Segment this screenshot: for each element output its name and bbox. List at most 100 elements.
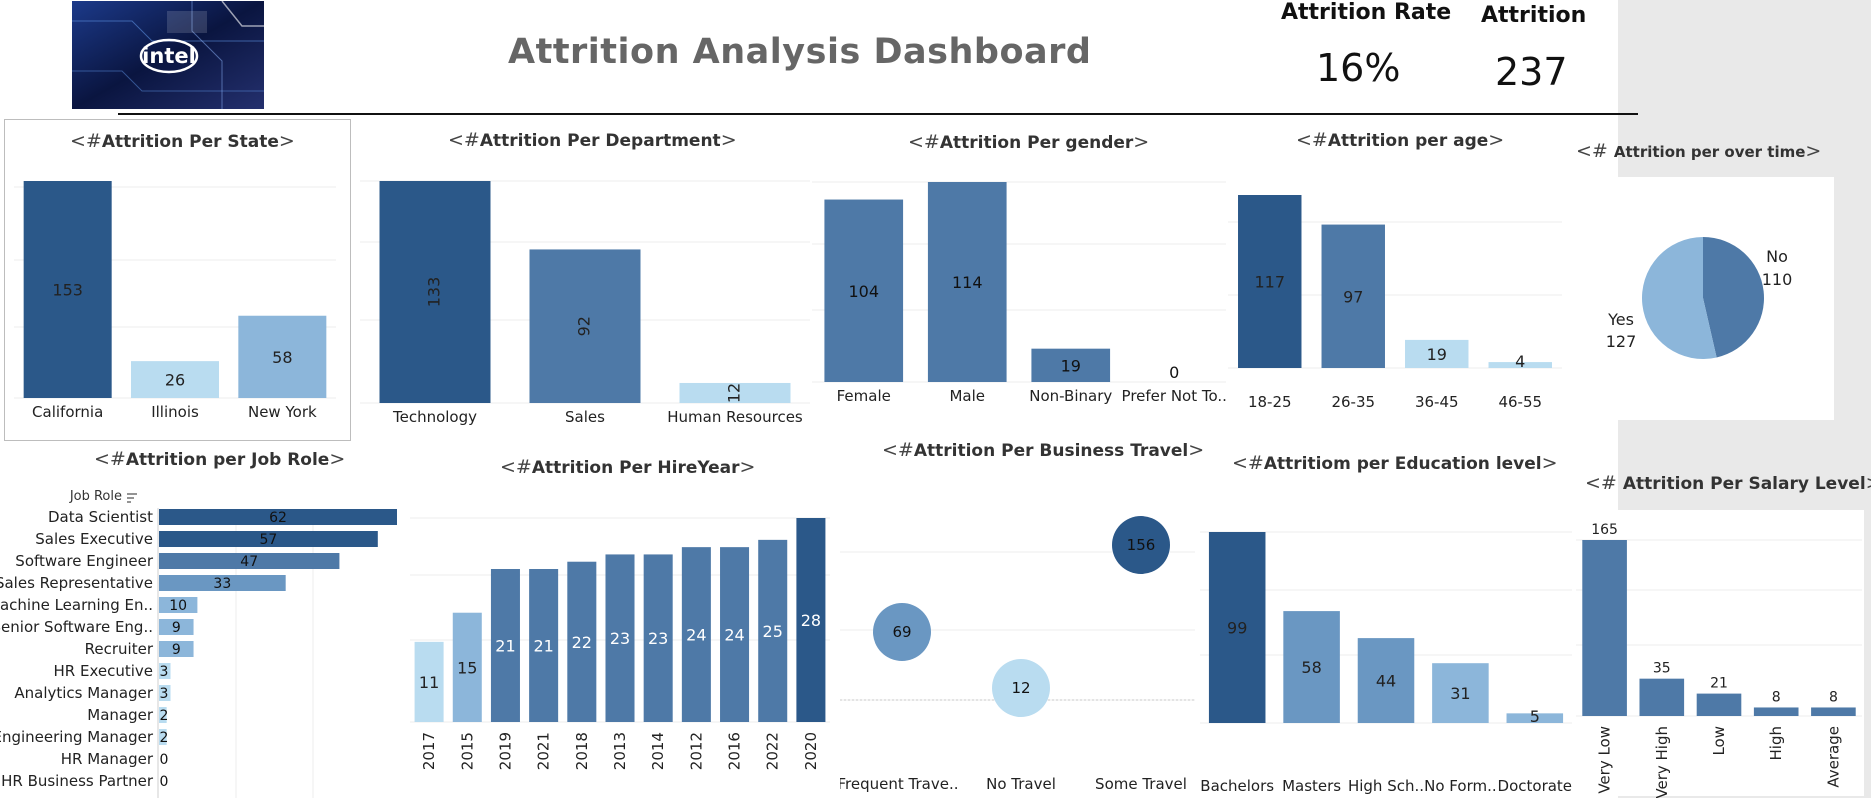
bar-education-1 (1283, 611, 1340, 723)
bar-label-education-3: 31 (1450, 684, 1470, 703)
bar-label-age-2: 19 (1427, 345, 1447, 364)
tick-label-travel-1: No Travel (986, 775, 1056, 793)
bar-label-hireyear-5: 23 (610, 629, 630, 648)
bar-salary-2 (1696, 693, 1742, 716)
bar-hireyear-7 (681, 547, 711, 722)
bar-label-state-0: 153 (52, 281, 83, 300)
jobrole-chart-title: <#Attrition per Job Role> (94, 448, 346, 470)
bar-gender-2 (1031, 348, 1111, 382)
department-chart: 133 Technology 92 Sales 12 Human Resources (360, 180, 810, 426)
bar-jobrole-2 (159, 553, 340, 569)
bar-hireyear-2 (490, 569, 520, 722)
gender-chart: 104 Female 114 Male 19 Non-Binary 0 Prefer Not … (812, 181, 1227, 405)
state-chart: 153 California 26 Illinois 58 New York (14, 181, 336, 421)
bar-label-hireyear-6: 23 (648, 629, 668, 648)
education-chart-title: <#Attritiom per Education level> (1232, 452, 1558, 474)
bar-label-jobrole-10: 2 (160, 730, 169, 746)
tick-label-jobrole-0: Data Scientist (48, 508, 153, 526)
bar-label-hireyear-8: 24 (724, 626, 744, 645)
education-chart: 99 Bachelors 58 Masters 44 High Sch.. 31 No For… (1200, 531, 1572, 795)
bar-label-jobrole-8: 3 (160, 686, 169, 702)
tick-label-age-3: 46-55 (1498, 393, 1542, 411)
bar-label-hireyear-9: 25 (763, 622, 783, 641)
tick-label-department-2: Human Resources (667, 408, 803, 426)
bar-label-gender-0: 104 (848, 282, 879, 301)
tick-label-gender-0: Female (837, 387, 891, 405)
tick-label-education-0: Bachelors (1200, 777, 1274, 795)
pie-label-yes-value: 127 (1606, 332, 1637, 351)
bar-label-jobrole-4: 10 (169, 598, 187, 614)
tick-label-salary-3: High (1767, 726, 1785, 760)
bar-label-state-2: 58 (272, 348, 292, 367)
bar-label-education-0: 99 (1227, 619, 1247, 638)
bar-hireyear-3 (529, 569, 559, 722)
bar-label-jobrole-6: 9 (172, 642, 181, 658)
tick-label-state-1: Illinois (151, 403, 199, 421)
bar-jobrole-1 (159, 531, 378, 547)
bar-education-4 (1506, 713, 1564, 723)
dashboard-title: Attrition Analysis Dashboard (508, 32, 1092, 72)
bubble-label-travel-0: 69 (892, 623, 911, 641)
bar-label-state-1: 26 (165, 371, 185, 390)
overtime-chart: No 110 Yes 127 (1606, 237, 1792, 359)
tick-label-travel-2: Some Travel (1095, 775, 1187, 793)
bar-education-0 (1208, 532, 1266, 723)
bar-jobrole-9 (159, 707, 167, 723)
bar-label-jobrole-5: 9 (172, 620, 181, 636)
tick-label-jobrole-5: Senior Software Eng.. (0, 618, 153, 636)
bar-department-1 (529, 249, 641, 403)
tick-label-jobrole-1: Sales Executive (35, 530, 153, 548)
bar-label-hireyear-4: 22 (572, 633, 592, 652)
bar-label-jobrole-7: 3 (160, 664, 169, 680)
tick-label-jobrole-4: Machine Learning En.. (0, 596, 153, 614)
department-chart-title: <#Attrition Per Department> (448, 129, 737, 151)
tick-label-hireyear-8: 2016 (726, 732, 744, 770)
tick-label-age-2: 36-45 (1415, 393, 1459, 411)
bar-label-department-0: 133 (425, 277, 444, 308)
pie-label-yes-category: Yes (1607, 310, 1634, 329)
tick-label-gender-1: Male (949, 387, 985, 405)
tick-label-jobrole-10: Engineering Manager (0, 728, 154, 746)
bar-label-education-1: 58 (1301, 658, 1321, 677)
tick-label-jobrole-12: HR Business Partner (1, 772, 154, 790)
tick-label-jobrole-2: Software Engineer (15, 552, 154, 570)
bar-label-jobrole-12: 0 (160, 774, 169, 790)
bar-jobrole-4 (159, 597, 198, 613)
bar-label-education-4: 5 (1530, 707, 1540, 726)
bar-jobrole-7 (159, 663, 171, 679)
bar-hireyear-8 (720, 547, 750, 722)
tick-label-hireyear-3: 2021 (535, 732, 553, 770)
pie-slice-no (1703, 237, 1764, 358)
tick-label-department-0: Technology (392, 408, 477, 426)
tick-label-hireyear-7: 2012 (687, 732, 705, 770)
bar-jobrole-5 (159, 619, 194, 635)
bar-state-1 (130, 361, 220, 398)
bar-label-gender-2: 19 (1061, 356, 1081, 375)
bar-jobrole-3 (159, 575, 286, 591)
bar-label-hireyear-2: 21 (495, 637, 515, 656)
bar-age-0 (1238, 195, 1302, 368)
bar-hireyear-5 (605, 554, 635, 722)
tick-label-age-1: 26-35 (1331, 393, 1375, 411)
tick-label-jobrole-6: Recruiter (85, 640, 154, 658)
state-chart-title: <#Attrition Per State> (70, 130, 295, 152)
tick-label-salary-2: Low (1710, 726, 1728, 756)
tick-label-gender-3: Prefer Not To.. (1122, 387, 1227, 405)
tick-label-jobrole-8: Analytics Manager (14, 684, 153, 702)
bar-label-salary-4: 8 (1829, 689, 1838, 705)
bar-hireyear-0 (414, 641, 444, 722)
bubble-label-travel-2: 156 (1127, 536, 1156, 554)
intel-logo: intel (72, 1, 264, 109)
bar-label-gender-3: 0 (1169, 363, 1179, 382)
bar-label-hireyear-1: 15 (457, 658, 477, 677)
bar-state-0 (23, 181, 112, 398)
tick-label-hireyear-10: 2020 (802, 732, 820, 770)
tick-label-hireyear-0: 2017 (420, 732, 438, 770)
bar-gender-1 (927, 182, 1007, 382)
bar-state-2 (238, 315, 327, 398)
bar-label-jobrole-11: 0 (160, 752, 169, 768)
pie-label-no-category: No (1766, 247, 1788, 266)
bar-label-jobrole-0: 62 (269, 510, 287, 526)
bar-department-2 (679, 382, 791, 403)
bar-education-3 (1432, 663, 1489, 723)
